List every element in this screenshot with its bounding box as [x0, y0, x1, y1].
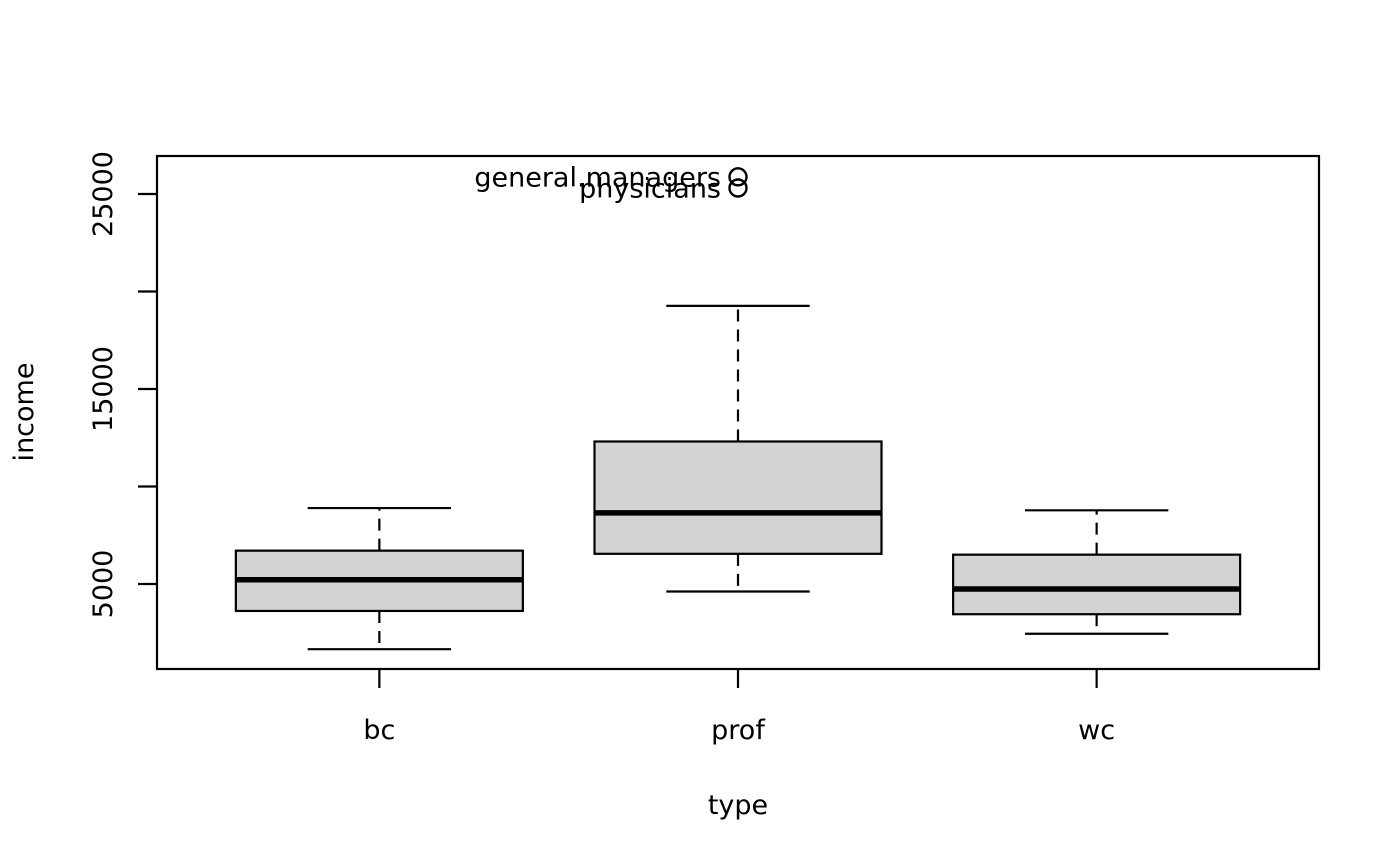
outlier-label-1: physicians: [579, 173, 721, 204]
y-tick-label-15000: 15000: [88, 346, 119, 432]
outlier-point-1: [728, 178, 748, 198]
box-wc: [952, 553, 1242, 616]
x-tick-label-bc: bc: [363, 715, 395, 746]
outlier-point-0: [728, 167, 748, 187]
x-tick-label-prof: prof: [711, 715, 766, 746]
outlier-label-0: general.managers: [474, 162, 721, 193]
x-tick-label-wc: wc: [1078, 715, 1115, 746]
y-axis-title: income: [9, 363, 40, 462]
y-tick-label-5000: 5000: [88, 550, 119, 619]
x-axis-title: type: [708, 790, 768, 821]
y-tick-label-25000: 25000: [88, 151, 119, 237]
box-prof: [593, 440, 883, 555]
